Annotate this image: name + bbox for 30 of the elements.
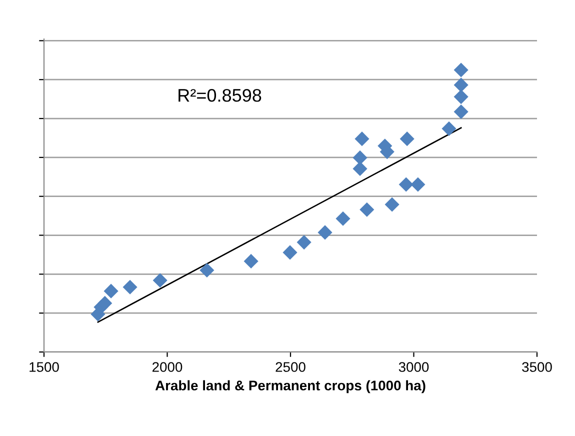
point (454, 62, 468, 78)
point (454, 78, 468, 92)
point (354, 132, 370, 146)
x-tick-label: 3500 (522, 362, 552, 372)
annotation: R²=0.8598 (178, 88, 262, 102)
point (384, 197, 400, 212)
x-tick-label: 2000 (152, 362, 182, 372)
x-tick-label: 1500 (30, 362, 59, 372)
point (318, 225, 332, 240)
point (352, 150, 368, 165)
point (454, 90, 468, 104)
point (360, 202, 374, 217)
x-tick-label: 3000 (398, 362, 429, 372)
point (454, 104, 468, 120)
point (152, 273, 168, 288)
point (400, 132, 414, 146)
point (122, 280, 138, 294)
point (98, 296, 112, 310)
point (282, 245, 298, 260)
x-axis-title: Arable land & Permanent crops (1000 ha) (155, 380, 426, 394)
point (442, 121, 456, 136)
point (104, 284, 118, 298)
point (296, 235, 312, 250)
x-tick-label: 2500 (276, 362, 306, 372)
point (336, 211, 350, 226)
point (244, 254, 258, 268)
point (352, 161, 368, 176)
point (200, 262, 214, 278)
point (410, 177, 426, 192)
point (398, 177, 414, 192)
